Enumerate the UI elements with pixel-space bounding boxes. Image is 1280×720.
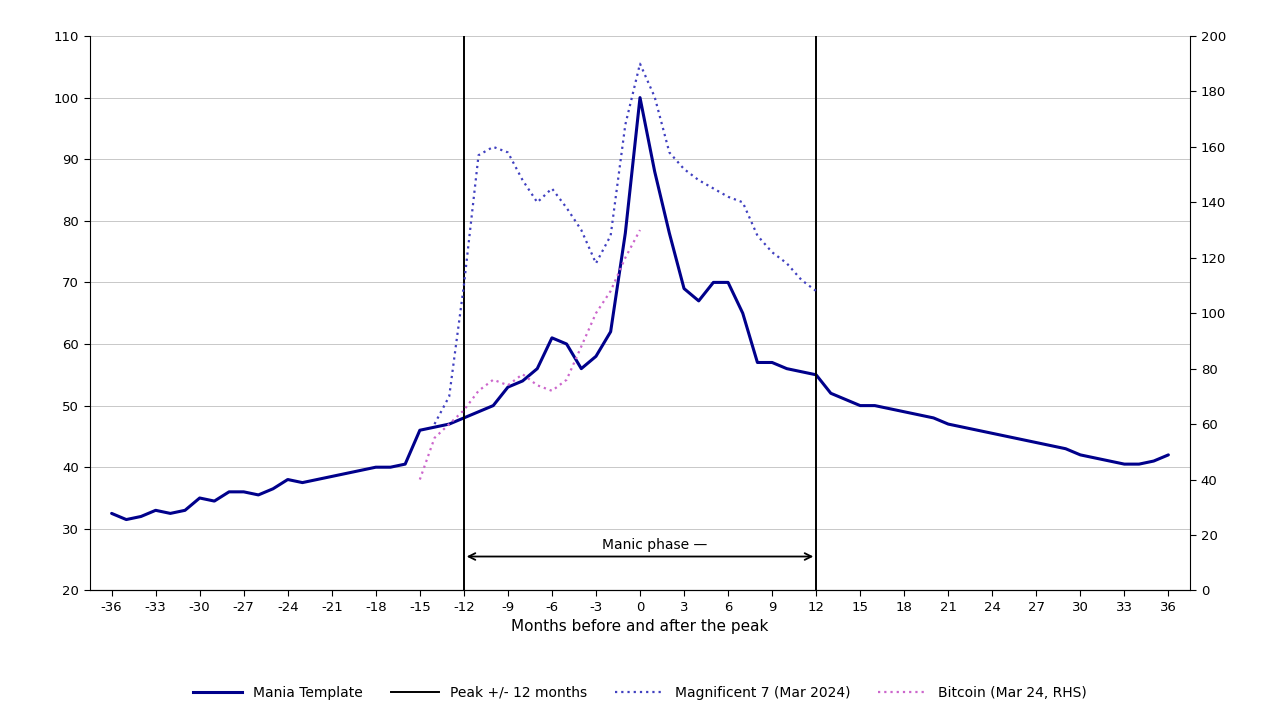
Legend: Mania Template, Peak +/- 12 months, Magnificent 7 (Mar 2024), Bitcoin (Mar 24, R: Mania Template, Peak +/- 12 months, Magn…	[188, 680, 1092, 706]
X-axis label: Months before and after the peak: Months before and after the peak	[511, 619, 769, 634]
Text: Manic phase —: Manic phase —	[602, 538, 708, 552]
